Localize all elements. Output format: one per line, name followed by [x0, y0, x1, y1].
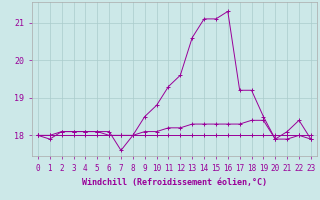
X-axis label: Windchill (Refroidissement éolien,°C): Windchill (Refroidissement éolien,°C) — [82, 178, 267, 187]
